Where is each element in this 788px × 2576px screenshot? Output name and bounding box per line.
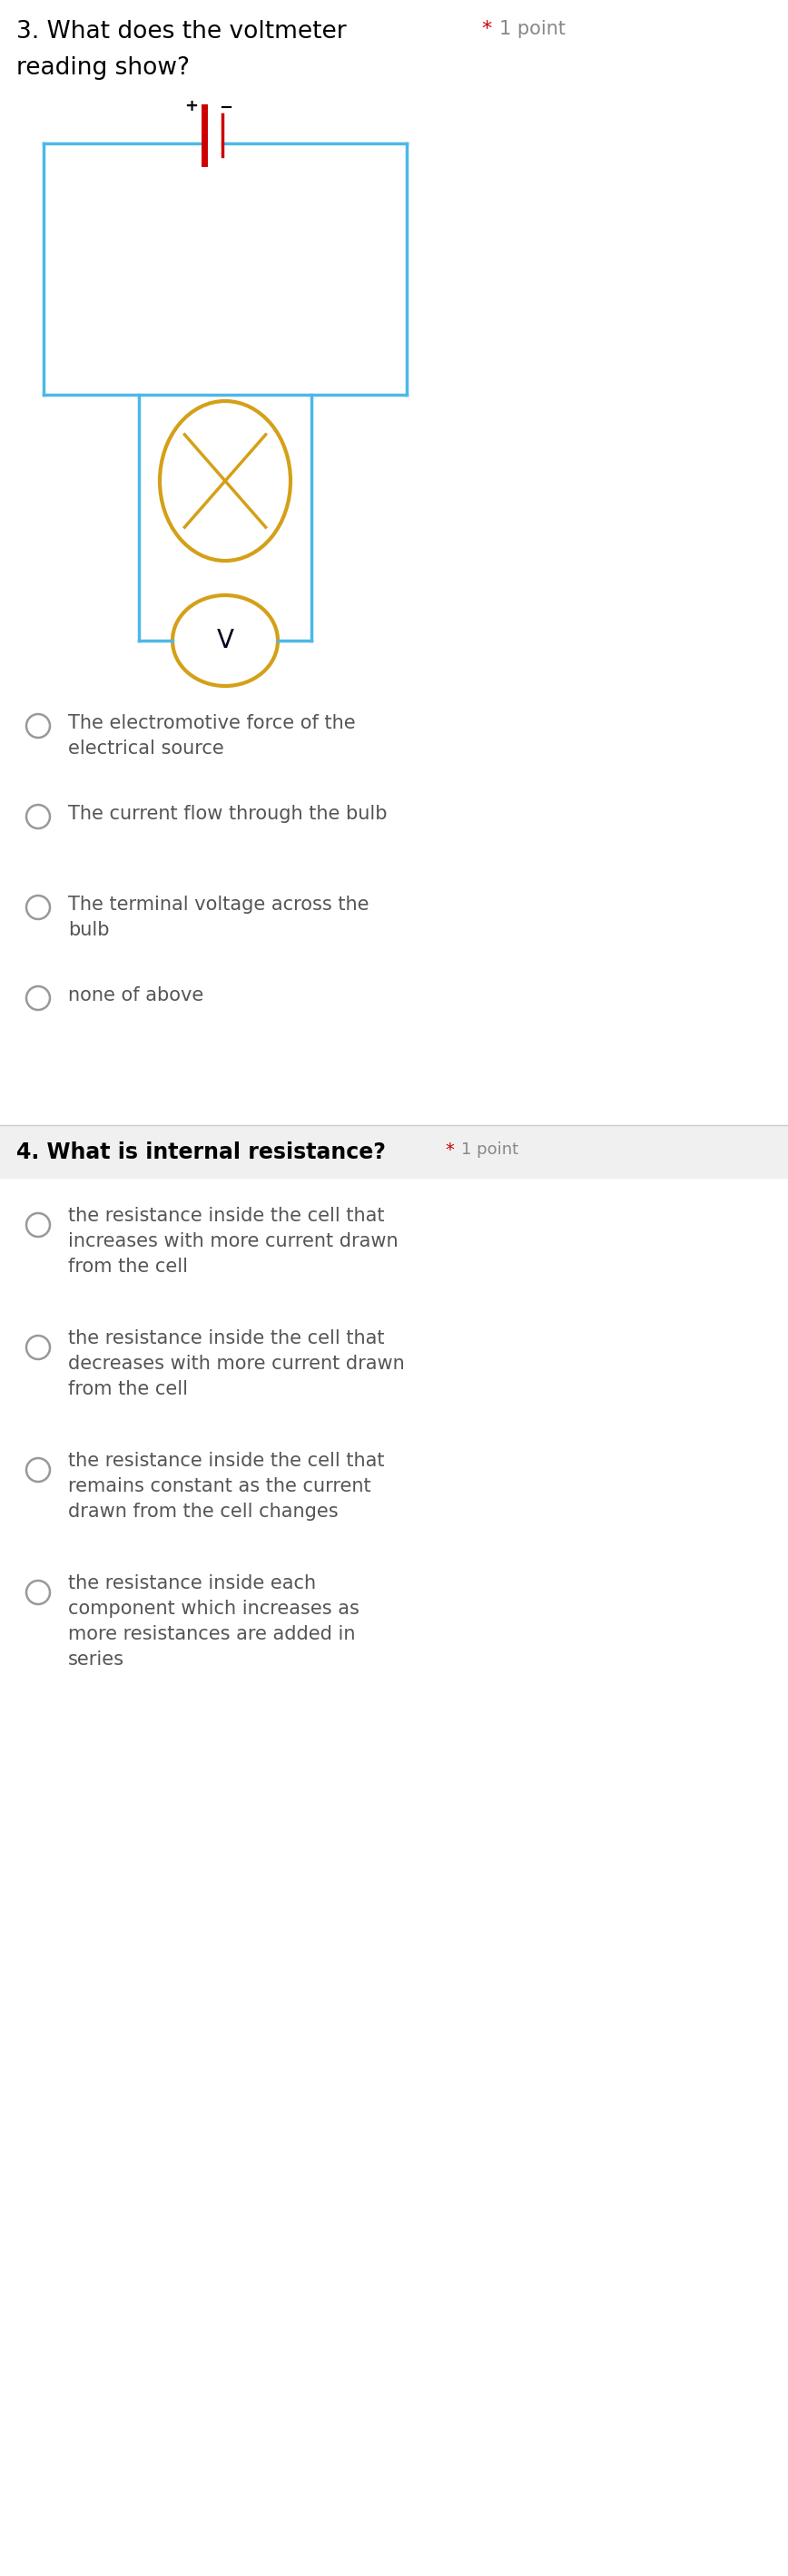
Text: 3. What does the voltmeter: 3. What does the voltmeter (17, 21, 347, 44)
Text: V: V (217, 629, 234, 654)
Text: the resistance inside each
component which increases as
more resistances are add: the resistance inside each component whi… (68, 1574, 359, 1669)
Text: 1 point: 1 point (461, 1141, 519, 1157)
Text: *: * (481, 21, 492, 39)
Text: The current flow through the bulb: The current flow through the bulb (68, 804, 387, 822)
Text: The terminal voltage across the
bulb: The terminal voltage across the bulb (68, 896, 369, 940)
Text: 1 point: 1 point (500, 21, 566, 39)
Text: *: * (445, 1141, 454, 1159)
Text: the resistance inside the cell that
decreases with more current drawn
from the c: the resistance inside the cell that decr… (68, 1329, 405, 1399)
Text: −: − (219, 100, 233, 116)
Text: The electromotive force of the
electrical source: The electromotive force of the electrica… (68, 714, 355, 757)
Text: +: + (184, 98, 199, 113)
Text: the resistance inside the cell that
increases with more current drawn
from the c: the resistance inside the cell that incr… (68, 1206, 398, 1275)
Text: the resistance inside the cell that
remains constant as the current
drawn from t: the resistance inside the cell that rema… (68, 1453, 385, 1520)
Text: 4. What is internal resistance?: 4. What is internal resistance? (17, 1141, 385, 1164)
Text: none of above: none of above (68, 987, 203, 1005)
Text: reading show?: reading show? (17, 57, 190, 80)
